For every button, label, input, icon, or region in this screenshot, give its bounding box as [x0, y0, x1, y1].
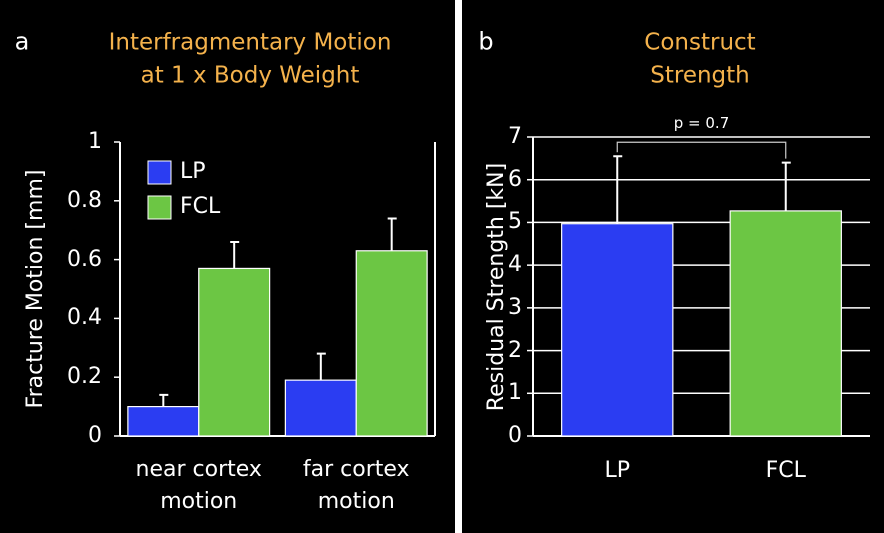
bar: [284, 379, 357, 437]
legend-label: LP: [180, 159, 206, 185]
legend-swatch: [147, 160, 172, 185]
x-tick-label: far cortex motion: [302, 457, 410, 514]
y-tick-label: 0.6: [67, 246, 102, 272]
panel-letter: b: [478, 27, 494, 56]
y-tick-label: 0.4: [67, 305, 102, 331]
y-axis-label: Fracture Motion [mm]: [23, 169, 49, 409]
y-tick-label: 1: [508, 380, 522, 406]
error-bar: [781, 161, 791, 211]
y-tick-label: 0: [88, 423, 102, 449]
y-tick-label: 2: [508, 337, 522, 363]
y-tick-label: 3: [508, 294, 522, 320]
bar: [355, 250, 428, 437]
y-tick-label: 1: [88, 129, 102, 155]
y-tick-label: 7: [508, 124, 522, 150]
legend-swatch: [147, 195, 172, 220]
x-tick-label: FCL: [765, 458, 806, 484]
legend-label: FCL: [180, 194, 221, 220]
error-bar: [316, 352, 326, 381]
y-tick-label: 0.2: [67, 364, 102, 390]
y-tick-label: 0: [508, 423, 522, 449]
error-bar: [387, 217, 397, 251]
y-tick-label: 5: [508, 209, 522, 235]
significance-bracket: [616, 141, 787, 159]
y-axis-label: Residual Strength [kN]: [484, 162, 510, 411]
error-bar: [159, 393, 169, 407]
bar: [127, 406, 200, 437]
chart-title: Construct Strength: [644, 29, 756, 89]
bar: [561, 223, 674, 437]
bar: [198, 267, 271, 437]
annotation: p = 0.7: [673, 114, 730, 133]
error-bar: [613, 155, 623, 224]
error-bar: [230, 240, 240, 269]
x-tick-label: near cortex motion: [135, 457, 262, 514]
panel-letter: a: [14, 27, 30, 56]
x-tick-label: LP: [604, 458, 631, 484]
y-tick-label: 0.8: [67, 187, 102, 213]
y-tick-label: 4: [508, 252, 522, 278]
chart-title: Interfragmentary Motion at 1 x Body Weig…: [108, 29, 392, 89]
y-tick-label: 6: [508, 166, 522, 192]
bar: [729, 210, 842, 437]
